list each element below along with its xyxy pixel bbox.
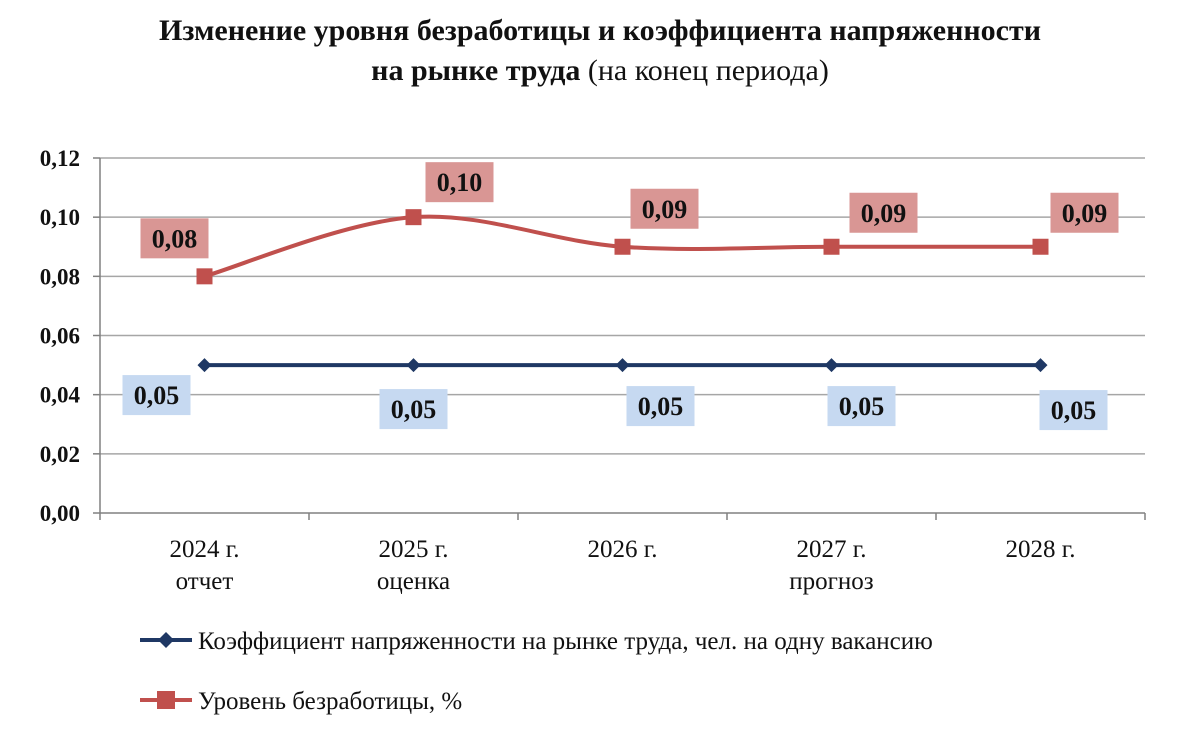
data-point-diamond [615, 358, 630, 373]
data-label-box [379, 389, 448, 430]
data-point-diamond [197, 358, 212, 373]
chart-subtitle: на рынке труда (на конец периода) [0, 54, 1200, 88]
data-label: 0,05 [134, 381, 180, 410]
data-point-diamond [824, 358, 839, 373]
x-tick-label: оценка [377, 568, 450, 595]
data-label: 0,05 [391, 395, 437, 424]
data-label-box [827, 386, 896, 427]
chart-title-bold-part: на рынке труда [371, 54, 581, 87]
x-tick-label: 2024 г. [170, 536, 240, 563]
x-tick-label: 2027 г. [797, 536, 867, 563]
data-label: 0,08 [152, 224, 198, 253]
data-label-box [1039, 390, 1108, 431]
data-label: 0,09 [1062, 199, 1108, 228]
legend-marker-diamond [158, 632, 174, 648]
data-label: 0,05 [638, 392, 684, 421]
y-tick-label: 0,08 [40, 264, 80, 289]
data-label-box [1050, 192, 1119, 233]
y-tick-label: 0,10 [40, 205, 80, 230]
y-tick-label: 0,00 [40, 501, 80, 526]
y-tick-label: 0,06 [40, 324, 80, 349]
data-label: 0,09 [642, 195, 688, 224]
data-label: 0,10 [437, 168, 483, 197]
data-label-box [122, 375, 191, 416]
data-label-box [849, 192, 918, 233]
data-label-box [630, 188, 699, 229]
legend-label: Коэффициент напряженности на рынке труда… [198, 628, 933, 655]
data-point-square [1032, 238, 1049, 255]
data-point-diamond [1033, 358, 1048, 373]
chart-title: Изменение уровня безработицы и коэффицие… [158, 14, 1042, 47]
y-tick-label: 0,02 [40, 442, 80, 467]
data-point-square [614, 238, 631, 255]
data-label: 0,05 [839, 392, 885, 421]
data-point-square [823, 238, 840, 255]
x-tick-label: прогноз [789, 568, 874, 595]
data-label: 0,05 [1051, 396, 1097, 425]
chart-title-period: (на конец периода) [587, 54, 829, 87]
x-tick-label: 2025 г. [379, 536, 449, 563]
data-point-square [405, 209, 422, 226]
data-point-square [196, 268, 213, 285]
data-point-diamond [406, 358, 421, 373]
data-label-box [140, 218, 209, 259]
x-tick-label: отчет [176, 568, 234, 595]
legend-marker-square [157, 691, 175, 709]
data-label-box [425, 162, 494, 203]
x-tick-label: 2026 г. [588, 536, 658, 563]
y-tick-label: 0,12 [40, 146, 80, 171]
y-tick-label: 0,04 [40, 383, 81, 408]
x-tick-label: 2028 г. [1006, 536, 1076, 563]
data-label-box [626, 386, 695, 427]
legend-label: Уровень безработицы, % [198, 688, 462, 715]
data-label: 0,09 [861, 199, 907, 228]
